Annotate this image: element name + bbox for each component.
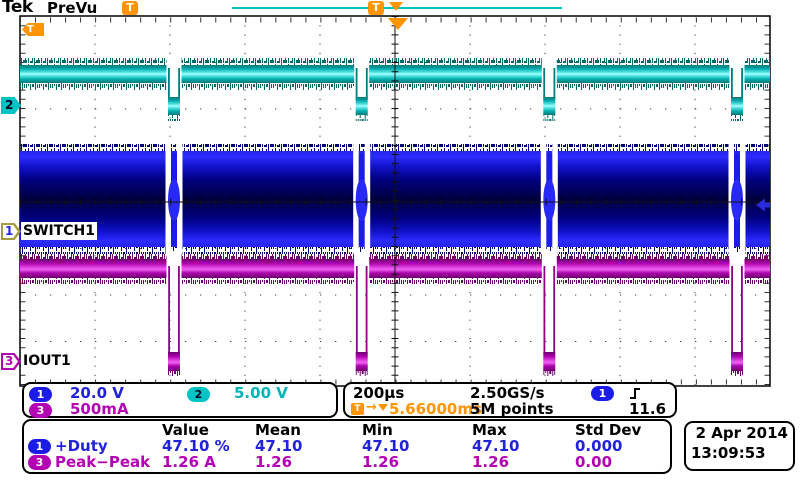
ch2-scale: 5.00 V [234, 384, 288, 402]
row1-name: +Duty [55, 437, 108, 455]
trigger-level-tag[interactable]: T [22, 23, 44, 36]
date: 2 Apr 2014 [695, 424, 788, 442]
row1-min: 47.10 [362, 437, 410, 455]
row2-value: 1.26 A [162, 453, 216, 471]
col-min: Min [362, 421, 393, 439]
ch3-position-marker[interactable]: 3 [1, 353, 21, 370]
channel-scale-readout[interactable]: 1 20.0 V 2 5.00 V 3 500mA [22, 382, 338, 418]
trigger-delay-icon: T [351, 403, 364, 415]
row2-name: Peak−Peak [55, 453, 151, 471]
col-value: Value [162, 421, 209, 439]
time-per-div: 200µs [353, 384, 405, 402]
ch2-position-marker[interactable]: 2 [1, 97, 21, 114]
ch3-badge[interactable]: 3 [29, 403, 52, 418]
trigger-delay: 5.66000ms [389, 400, 482, 418]
row2-mean: 1.26 [255, 453, 293, 471]
ch3-label: IOUT1 [21, 352, 73, 370]
trigger-position-marker[interactable] [388, 18, 408, 30]
row1-max: 47.10 [472, 437, 520, 455]
delay-marker-icon [378, 404, 388, 411]
ch1-badge[interactable]: 1 [29, 387, 52, 402]
row1-value: 47.10 % [162, 437, 230, 455]
row1-mean: 47.10 [255, 437, 303, 455]
row2-min: 1.26 [362, 453, 400, 471]
tek-logo: Tek [2, 0, 33, 17]
trigger-slope-icon [630, 388, 640, 399]
arrow-right-icon: → [366, 400, 377, 415]
row1-ch-badge: 1 [28, 439, 51, 454]
col-mean: Mean [255, 421, 301, 439]
col-stddev: Std Dev [575, 421, 642, 439]
ch1-position-marker[interactable]: 1 [1, 223, 21, 240]
measurement-table[interactable]: Value Mean Min Max Std Dev 1 +Duty 47.10… [22, 419, 672, 474]
trigger-record-icon: T [368, 1, 384, 15]
horizontal-trigger-readout[interactable]: 200µs 2.50GS/s 1 T → 5.66000ms 5M points… [343, 382, 677, 436]
col-max: Max [472, 421, 507, 439]
sample-rate: 2.50GS/s [470, 384, 545, 402]
time: 13:09:53 [691, 444, 766, 462]
row2-std: 0.00 [575, 453, 613, 471]
ch3-scale: 500mA [70, 400, 129, 418]
ch1-label: SWITCH1 [21, 222, 98, 240]
trigger-source-badge[interactable]: 1 [591, 386, 614, 401]
row2-max: 1.26 [472, 453, 510, 471]
trigger-status-icon: T [122, 1, 138, 15]
row1-std: 0.000 [575, 437, 623, 455]
ch1-scale: 20.0 V [70, 384, 124, 402]
center-crosshair [20, 16, 770, 386]
record-trigger-marker-icon[interactable] [389, 2, 403, 11]
datetime-box: 2 Apr 2014 13:09:53 [684, 421, 795, 471]
record-length: 5M points [470, 400, 554, 418]
ch2-badge[interactable]: 2 [187, 387, 210, 402]
acquisition-mode: PreVu [47, 0, 98, 17]
ch1-edge-arrow-icon [756, 198, 770, 212]
row2-ch-badge: 3 [28, 455, 51, 470]
